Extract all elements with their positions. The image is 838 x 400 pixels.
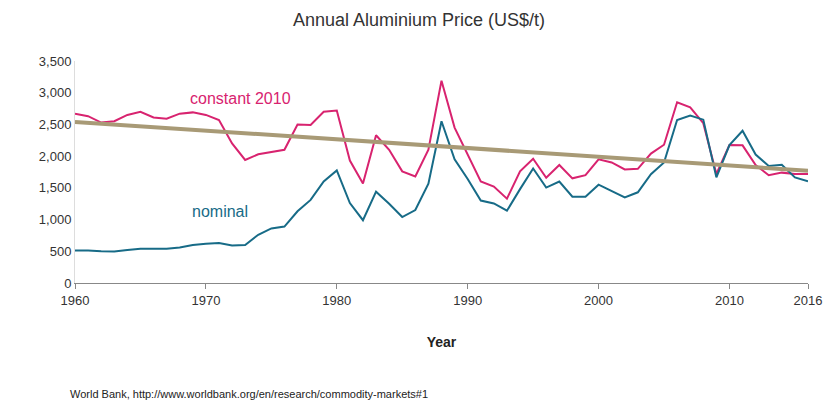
svg-text:1,500: 1,500 bbox=[39, 180, 72, 195]
svg-text:3,500: 3,500 bbox=[39, 54, 72, 69]
svg-text:500: 500 bbox=[50, 244, 72, 259]
svg-text:1,000: 1,000 bbox=[39, 212, 72, 227]
svg-text:1960: 1960 bbox=[61, 293, 90, 308]
svg-text:2,000: 2,000 bbox=[39, 149, 72, 164]
svg-text:2,500: 2,500 bbox=[39, 117, 72, 132]
svg-text:World Bank, http://www.worldba: World Bank, http://www.worldbank.org/en/… bbox=[70, 388, 428, 400]
svg-text:2000: 2000 bbox=[584, 293, 613, 308]
svg-text:1970: 1970 bbox=[191, 293, 220, 308]
svg-text:1980: 1980 bbox=[322, 293, 351, 308]
svg-text:Year: Year bbox=[427, 334, 457, 350]
svg-text:constant 2010: constant 2010 bbox=[190, 90, 291, 107]
svg-text:1990: 1990 bbox=[453, 293, 482, 308]
svg-text:2016: 2016 bbox=[794, 293, 823, 308]
svg-text:Annual Aluminium Price (US$/t): Annual Aluminium Price (US$/t) bbox=[293, 10, 545, 30]
svg-text:3,000: 3,000 bbox=[39, 85, 72, 100]
svg-text:0: 0 bbox=[64, 276, 71, 291]
svg-text:2010: 2010 bbox=[715, 293, 744, 308]
svg-text:nominal: nominal bbox=[192, 203, 248, 220]
